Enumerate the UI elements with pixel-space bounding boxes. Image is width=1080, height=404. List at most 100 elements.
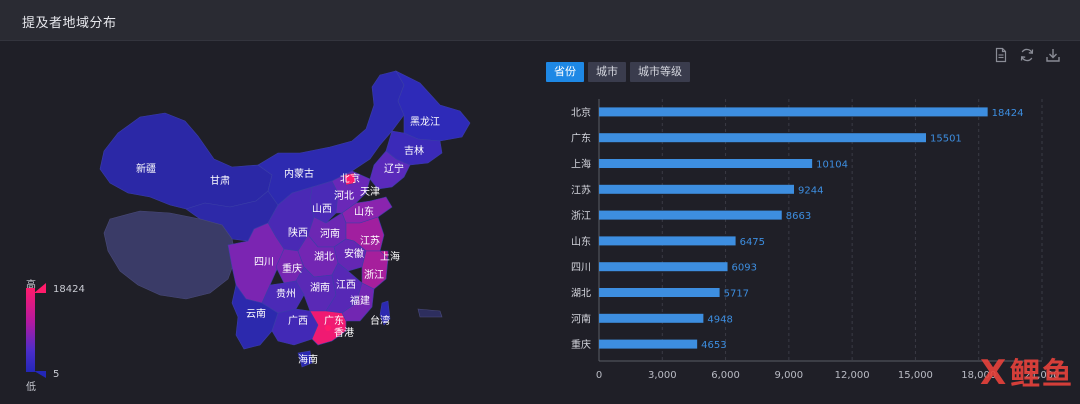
value-label: 6475 <box>740 237 765 248</box>
label-liaoning: 辽宁 <box>384 162 404 175</box>
legend-handle-bottom[interactable] <box>34 371 46 378</box>
document-icon[interactable] <box>993 47 1009 63</box>
watermark-logo: X 鲤 鱼 <box>980 353 1072 392</box>
label-xinjiang: 新疆 <box>136 162 156 175</box>
legend-high-label: 高 <box>26 280 36 291</box>
category-label: 河南 <box>571 312 591 325</box>
region-yunnan[interactable] <box>231 284 279 350</box>
value-label: 15501 <box>930 134 962 145</box>
value-label: 18424 <box>992 108 1024 119</box>
panel-header: 提及者地域分布 <box>0 0 1080 41</box>
label-guangdong: 广东 <box>324 314 344 327</box>
region-liaoning[interactable] <box>369 150 411 190</box>
download-icon[interactable] <box>1045 47 1061 63</box>
label-guizhou: 贵州 <box>276 287 296 300</box>
label-shanghai: 上海 <box>380 250 400 263</box>
x-tick-label: 0 <box>596 370 602 381</box>
region-xizang[interactable] <box>103 210 237 300</box>
legend-gradient <box>26 288 35 372</box>
x-tick-label: 9,000 <box>775 370 804 381</box>
label-hebei: 河北 <box>334 190 354 202</box>
tab-city[interactable]: 城市 <box>588 62 626 82</box>
bar[interactable] <box>599 288 720 297</box>
x-tick-label: 6,000 <box>711 370 740 381</box>
value-label: 10104 <box>816 160 848 171</box>
svg-text:X: X <box>980 353 1006 392</box>
label-anhui: 安徽 <box>344 247 364 260</box>
ticks-layer: 0 3,000 6,000 9,000 12,000 15,000 18,000 21,000 <box>596 370 1060 381</box>
value-label: 4653 <box>701 340 726 351</box>
label-tianjin: 天津 <box>360 186 380 198</box>
china-map: 新疆 甘肃 内蒙古 黑龙江 吉林 辽宁 北京 天津 河北 山西 山东 陕西 河南… <box>0 41 530 400</box>
region-xinjiang[interactable] <box>99 112 273 210</box>
x-tick-label: 15,000 <box>898 370 933 381</box>
label-heilongjiang: 黑龙江 <box>410 115 440 128</box>
bar[interactable] <box>599 262 728 272</box>
bar[interactable] <box>599 236 736 246</box>
region-heilongjiang[interactable] <box>395 70 471 142</box>
refresh-icon[interactable] <box>1019 47 1035 63</box>
china-map-svg: 新疆 甘肃 内蒙古 黑龙江 吉林 辽宁 北京 天津 河北 山西 山东 陕西 河南… <box>99 70 471 368</box>
region-hainan[interactable] <box>297 350 313 368</box>
category-label: 湖北 <box>571 288 591 300</box>
bar[interactable] <box>599 159 813 168</box>
dimension-tabs: 省份 城市 城市等级 <box>546 62 690 82</box>
label-hainan: 海南 <box>298 353 318 366</box>
value-label: 5717 <box>724 289 749 300</box>
tab-province[interactable]: 省份 <box>546 62 584 82</box>
label-gansu: 甘肃 <box>210 174 230 187</box>
bar[interactable] <box>599 313 704 323</box>
region-islands <box>417 308 443 318</box>
marker-beijing <box>348 176 354 182</box>
legend-low-label: 低 <box>26 382 36 393</box>
category-label: 四川 <box>571 263 591 274</box>
tab-city-tier[interactable]: 城市等级 <box>630 62 690 82</box>
svg-text:鱼: 鱼 <box>1042 357 1072 392</box>
label-jiangxi: 江西 <box>336 279 356 291</box>
label-neimenggu: 内蒙古 <box>284 167 314 180</box>
category-label: 浙江 <box>571 210 591 222</box>
x-tick-label: 18,000 <box>961 370 996 381</box>
label-jilin: 吉林 <box>404 144 424 157</box>
label-shanxi: 山西 <box>312 203 332 215</box>
region-taiwan[interactable] <box>379 300 391 326</box>
panel-title: 提及者地域分布 <box>22 16 117 31</box>
bar[interactable] <box>599 339 698 349</box>
value-label: 6093 <box>732 263 757 274</box>
chart-toolbar <box>993 47 1061 63</box>
label-shandong: 山东 <box>354 205 374 218</box>
x-tick-label: 3,000 <box>648 370 677 381</box>
category-label: 广东 <box>571 132 591 145</box>
legend-handle-top[interactable] <box>34 283 46 293</box>
bar[interactable] <box>599 210 782 220</box>
value-label: 8663 <box>786 211 811 222</box>
bar[interactable] <box>599 184 795 194</box>
label-hubei: 湖北 <box>314 251 334 263</box>
label-jiangsu: 江苏 <box>360 234 380 247</box>
bar[interactable] <box>599 107 988 117</box>
value-label: 4948 <box>707 314 732 325</box>
label-sichuan: 四川 <box>254 257 274 268</box>
label-chongqing: 重庆 <box>282 262 302 275</box>
region-fujian[interactable] <box>341 282 375 322</box>
bars-layer <box>599 107 988 349</box>
bar[interactable] <box>599 133 926 143</box>
svg-text:鲤: 鲤 <box>1010 357 1040 392</box>
marker-guangdong <box>325 325 331 331</box>
category-label: 重庆 <box>571 338 591 351</box>
label-zhejiang: 浙江 <box>364 269 384 281</box>
label-xianggang: 香港 <box>334 327 354 339</box>
x-tick-label: 12,000 <box>835 370 870 381</box>
label-hunan: 湖南 <box>310 281 330 294</box>
category-label: 北京 <box>571 106 591 119</box>
label-taiwan: 台湾 <box>370 314 390 327</box>
value-label: 9244 <box>798 185 823 196</box>
region-guangxi[interactable] <box>271 308 319 346</box>
legend-max-value: 18424 <box>53 284 85 295</box>
x-tick-label: 21,000 <box>1025 370 1060 381</box>
label-shaanxi: 陕西 <box>288 226 308 239</box>
label-yunnan: 云南 <box>246 307 266 320</box>
label-fujian: 福建 <box>350 294 370 307</box>
category-label: 山东 <box>571 235 591 248</box>
labels-layer: 北京 18424 广东 15501 上海 10104 江苏 9244 浙江 8663 山东 6475 四… <box>571 106 1023 351</box>
